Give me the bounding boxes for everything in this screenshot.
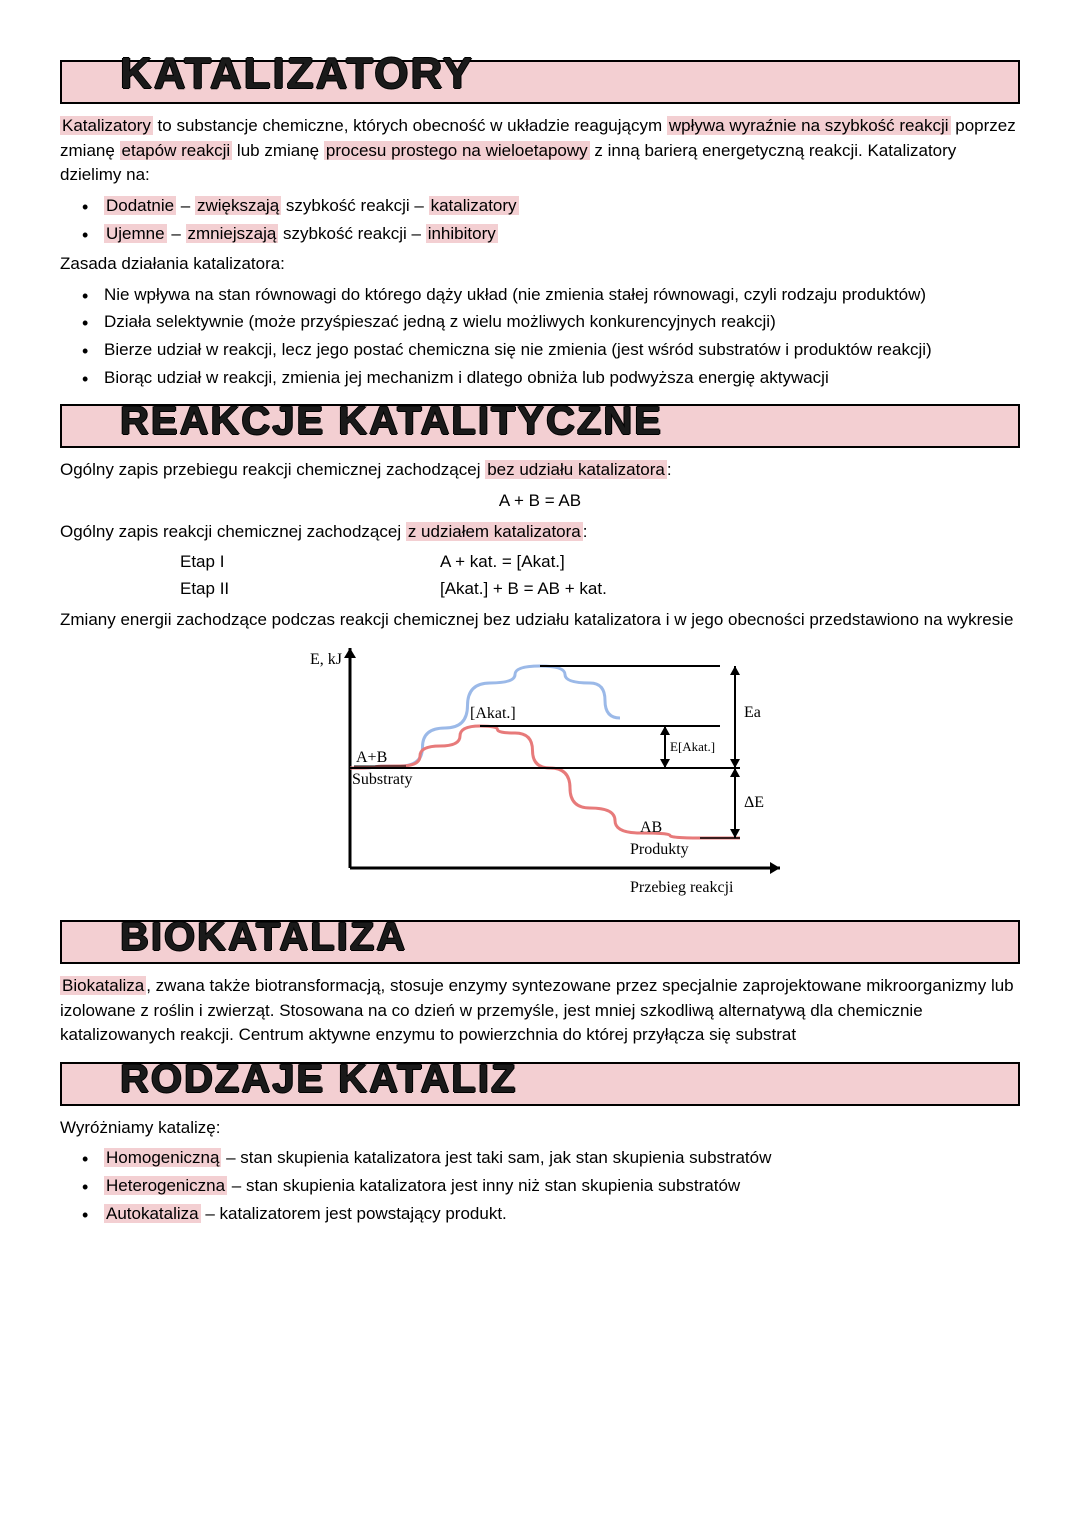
equation-row: Etap I A + kat. = [Akat.] — [180, 550, 1020, 575]
svg-text:[Akat.]: [Akat.] — [470, 705, 516, 722]
list-item: Homogeniczną – stan skupienia katalizato… — [60, 1146, 1020, 1171]
biokataliza-paragraph: Biokataliza, zwana także biotransformacj… — [60, 974, 1020, 1048]
kinds-intro: Wyróżniamy katalizę: — [60, 1116, 1020, 1141]
principle-label: Zasada działania katalizatora: — [60, 252, 1020, 277]
stage-label: Etap II — [180, 577, 380, 602]
svg-text:A+B: A+B — [356, 749, 387, 766]
equation: A + B = AB — [60, 489, 1020, 514]
catalyst-types-list: Dodatnie – zwiększają szybkość reakcji –… — [60, 194, 1020, 246]
intro-paragraph: Katalizatory to substancje chemiczne, kt… — [60, 114, 1020, 188]
reaction-nocat-label: Ogólny zapis przebiegu reakcji chemiczne… — [60, 458, 1020, 483]
hl-term: etapów reakcji — [120, 141, 233, 160]
equation-row: Etap II [Akat.] + B = AB + kat. — [180, 577, 1020, 602]
section-title: RODZAJE KATALIZ — [120, 1050, 517, 1108]
list-item: Autokataliza – katalizatorem jest powsta… — [60, 1202, 1020, 1227]
equation: A + kat. = [Akat.] — [380, 550, 1020, 575]
list-item: Ujemne – zmniejszają szybkość reakcji – … — [60, 222, 1020, 247]
svg-text:Produkty: Produkty — [630, 841, 689, 858]
list-item: Działa selektywnie (może przyśpieszać je… — [60, 310, 1020, 335]
svg-text:Ea: Ea — [744, 704, 761, 721]
svg-text:E, kJ: E, kJ — [310, 651, 342, 668]
svg-text:E[Akat.]: E[Akat.] — [670, 739, 715, 754]
svg-text:Przebieg reakcji: Przebieg reakcji — [630, 879, 734, 896]
svg-text:Substraty: Substraty — [352, 771, 412, 788]
section-header: REAKCJE KATALITYCZNE — [60, 404, 1020, 448]
kinds-list: Homogeniczną – stan skupienia katalizato… — [60, 1146, 1020, 1226]
list-item: Dodatnie – zwiększają szybkość reakcji –… — [60, 194, 1020, 219]
section-title: KATALIZATORY — [120, 42, 474, 106]
hl-term: Katalizatory — [60, 116, 153, 135]
list-item: Biorąc udział w reakcji, zmienia jej mec… — [60, 366, 1020, 391]
section-header: RODZAJE KATALIZ — [60, 1062, 1020, 1106]
section-header: KATALIZATORY — [60, 60, 1020, 104]
hl-term: procesu prostego na wieloetapowy — [324, 141, 590, 160]
svg-text:ΔE: ΔE — [744, 794, 764, 811]
principles-list: Nie wpływa na stan równowagi do którego … — [60, 283, 1020, 391]
chart-caption: Zmiany energii zachodzące podczas reakcj… — [60, 608, 1020, 633]
list-item: Nie wpływa na stan równowagi do którego … — [60, 283, 1020, 308]
svg-text:AB: AB — [640, 819, 662, 836]
hl-term: wpływa wyraźnie na szybkość reakcji — [667, 116, 951, 135]
equation: [Akat.] + B = AB + kat. — [380, 577, 1020, 602]
list-item: Heterogeniczna – stan skupienia kataliza… — [60, 1174, 1020, 1199]
section-header: BIOKATALIZA — [60, 920, 1020, 964]
list-item: Bierze udział w reakcji, lecz jego posta… — [60, 338, 1020, 363]
stage-label: Etap I — [180, 550, 380, 575]
energy-diagram-svg: E, kJ Przebieg reakcji Ea E[Akat.] ΔE A+B Subs… — [280, 638, 800, 898]
energy-chart: E, kJ Przebieg reakcji Ea E[Akat.] ΔE A+B Subs… — [60, 638, 1020, 906]
reaction-cat-label: Ogólny zapis reakcji chemicznej zachodzą… — [60, 520, 1020, 545]
section-title: BIOKATALIZA — [120, 908, 407, 966]
section-title: REAKCJE KATALITYCZNE — [120, 392, 663, 450]
